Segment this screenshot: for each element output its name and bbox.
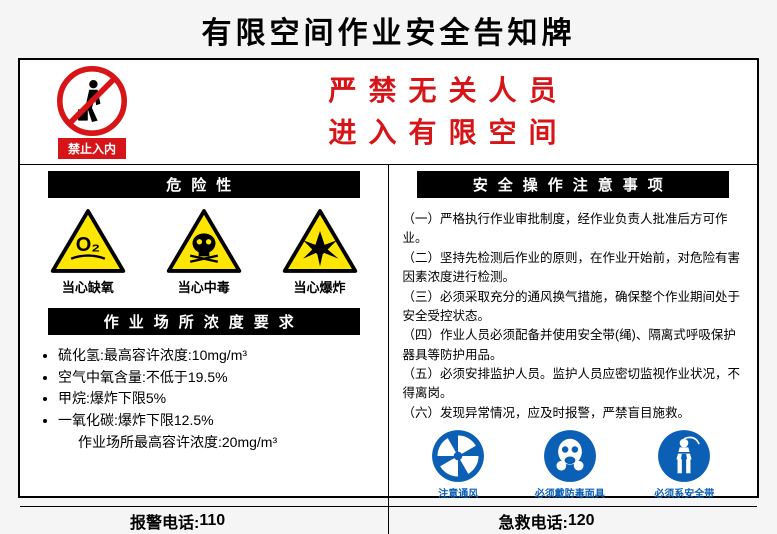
rescue-number: 120 — [568, 512, 595, 530]
warning-text: 严禁无关人员 进入有限空间 — [152, 70, 745, 154]
req-item: 一氧化碳:爆炸下限12.5% — [58, 410, 374, 432]
note-item: （一）严格执行作业审批制度，经作业负责人批准后方可作业。 — [403, 210, 744, 249]
harness-icon — [657, 429, 711, 483]
hazard-explosion: 当心爆炸 — [281, 208, 359, 296]
left-column: 危险性 O₂ 当心缺氧 — [20, 165, 389, 506]
hazard-header: 危险性 — [48, 171, 360, 198]
hazard-label: 当心爆炸 — [294, 277, 346, 296]
rescue-label: 急救电话: — [499, 509, 568, 533]
hazard-label: 当心中毒 — [178, 277, 230, 296]
mandatory-label: 必须系安全带 — [654, 485, 714, 500]
fan-icon — [431, 429, 485, 483]
mandatory-label: 注意通风 — [438, 485, 478, 500]
triangle-skull-icon — [165, 208, 243, 274]
req-item: 空气中氧含量:不低于19.5% — [58, 367, 374, 389]
note-item: （三）必须采取充分的通风换气措施，确保整个作业期间处于安全受控状态。 — [403, 288, 744, 327]
prohibition-block: 禁止入内 — [32, 66, 152, 159]
right-column: 安全操作注意事项 （一）严格执行作业审批制度，经作业负责人批准后方可作业。 （二… — [389, 165, 758, 506]
mandatory-harness: 必须系安全带 — [654, 429, 714, 500]
svg-text:O₂: O₂ — [76, 234, 100, 256]
board-title: 有限空间作业安全告知牌 — [18, 8, 759, 52]
requirements-list: 硫化氢:最高容许浓度:10mg/m³ 空气中氧含量:不低于19.5% 甲烷:爆炸… — [20, 341, 388, 459]
triangle-oxygen-icon: O₂ — [49, 208, 127, 274]
prohibition-label: 禁止入内 — [58, 138, 126, 159]
mandatory-ventilation: 注意通风 — [431, 429, 485, 500]
triangle-explosion-icon — [281, 208, 359, 274]
requirements-header: 作业场所浓度要求 — [48, 308, 360, 335]
alarm-number: 110 — [199, 512, 225, 530]
hazard-poison: 当心中毒 — [165, 208, 243, 296]
rescue-phone: 急救电话:120 — [389, 507, 758, 534]
note-item: （六）发现异常情况，应及时报警，严禁盲目施救。 — [403, 404, 744, 423]
hazard-row: O₂ 当心缺氧 当心中毒 — [20, 204, 388, 302]
mandatory-label: 必须戴防毒面具 — [535, 485, 605, 500]
req-item: 甲烷:爆炸下限5% — [58, 388, 374, 410]
safety-board: 禁止入内 严禁无关人员 进入有限空间 危险性 O₂ 当心缺氧 — [18, 58, 759, 498]
req-item: 硫化氢:最高容许浓度:10mg/m³ — [58, 345, 374, 367]
alarm-phone: 报警电话:110 — [20, 507, 389, 534]
warning-line2: 进入有限空间 — [152, 112, 745, 154]
note-item: （二）坚持先检测后作业的原则，在作业开始前，对危险有害因素浓度进行检测。 — [403, 249, 744, 288]
warning-line1: 严禁无关人员 — [152, 70, 745, 112]
notes-header: 安全操作注意事项 — [417, 171, 730, 198]
safety-notes: （一）严格执行作业审批制度，经作业负责人批准后方可作业。 （二）坚持先检测后作业… — [389, 204, 758, 427]
hazard-label: 当心缺氧 — [62, 277, 114, 296]
no-entry-icon — [57, 66, 127, 136]
alarm-label: 报警电话: — [130, 509, 199, 533]
req-item: 作业场所最高容许浓度:20mg/m³ — [78, 432, 374, 454]
bottom-row: 报警电话:110 急救电话:120 — [20, 506, 757, 534]
note-item: （五）必须安排监护人员。监护人员应密切监视作业状况，不得离岗。 — [403, 365, 744, 404]
hazard-oxygen: O₂ 当心缺氧 — [49, 208, 127, 296]
mandatory-mask: 必须戴防毒面具 — [535, 429, 605, 500]
mandatory-row: 注意通风 必须戴防毒面具 — [389, 427, 758, 506]
mask-icon — [543, 429, 597, 483]
top-row: 禁止入内 严禁无关人员 进入有限空间 — [20, 60, 757, 165]
note-item: （四）作业人员必须配备并使用安全带(绳)、隔离式呼吸保护器具等防护用品。 — [403, 326, 744, 365]
